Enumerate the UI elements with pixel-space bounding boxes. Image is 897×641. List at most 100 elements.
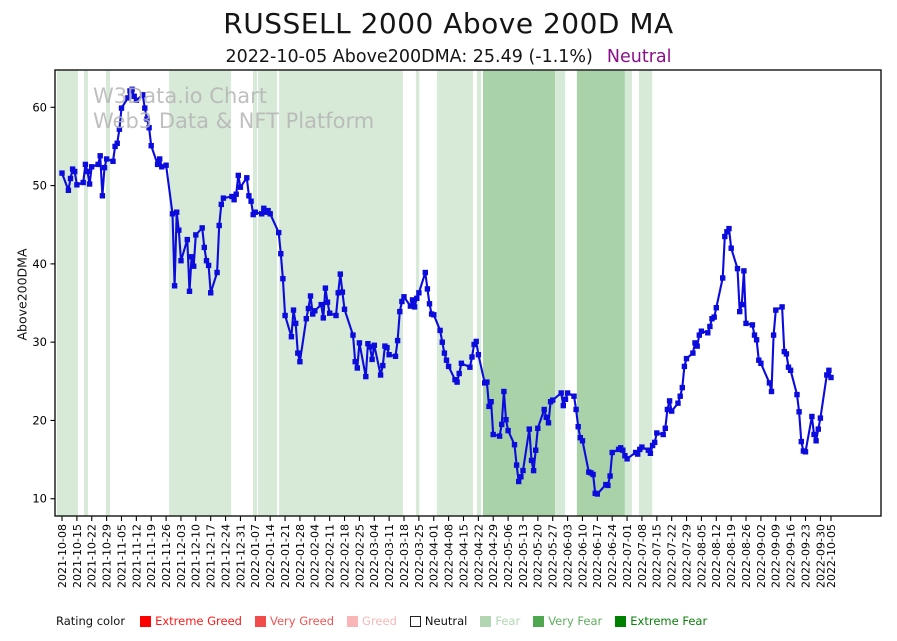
legend-label: Fear <box>495 614 521 628</box>
y-tick-label: 60 <box>32 100 47 114</box>
data-marker <box>244 175 250 181</box>
legend-item-greed: Greed <box>347 614 397 628</box>
x-tick-label: 2022-07-22 <box>666 524 679 588</box>
data-marker <box>252 209 258 215</box>
data-marker <box>817 415 824 421</box>
data-marker <box>809 413 815 420</box>
rating-band <box>253 70 257 516</box>
data-marker <box>669 408 675 414</box>
data-marker <box>112 143 118 150</box>
subtitle-value-text: 2022-10-05 Above200DMA: 25.49 (-1.1%) <box>225 47 593 67</box>
data-marker <box>511 442 518 448</box>
data-marker <box>293 320 299 327</box>
data-marker <box>573 406 579 413</box>
x-tick-label: 2022-07-08 <box>636 524 649 588</box>
data-marker <box>218 201 224 208</box>
data-marker <box>594 491 600 497</box>
data-marker <box>220 195 227 201</box>
data-marker <box>766 380 773 386</box>
data-marker <box>399 298 405 305</box>
data-marker <box>743 320 749 327</box>
data-marker <box>248 198 254 204</box>
data-marker <box>571 393 577 399</box>
data-marker <box>496 433 503 439</box>
data-marker <box>110 158 116 164</box>
data-marker <box>363 373 369 380</box>
x-tick-label: 2022-03-11 <box>383 524 396 588</box>
data-marker <box>753 337 760 343</box>
x-tick-label: 2022-02-04 <box>309 524 322 588</box>
data-marker <box>67 175 74 182</box>
data-marker <box>267 211 273 217</box>
x-tick-label: 2022-03-04 <box>368 524 381 588</box>
data-marker <box>533 447 539 453</box>
data-marker <box>473 338 479 345</box>
data-marker <box>675 400 681 406</box>
data-marker <box>394 337 401 344</box>
data-marker <box>681 363 688 370</box>
x-tick-label: 2022-09-30 <box>814 524 827 588</box>
data-marker <box>265 207 271 214</box>
data-marker <box>171 283 178 289</box>
data-marker <box>125 95 131 101</box>
x-tick-label: 2022-08-19 <box>725 524 738 588</box>
data-marker <box>201 244 207 251</box>
x-tick-label: 2022-09-23 <box>799 524 812 588</box>
data-marker <box>558 390 564 396</box>
x-tick-label: 2022-06-10 <box>576 524 589 588</box>
legend-item-very-greed: Very Greed <box>254 614 334 628</box>
x-tick-label: 2021-12-31 <box>234 524 247 588</box>
x-tick-label: 2021-11-12 <box>130 524 143 588</box>
data-marker <box>339 289 346 295</box>
data-marker <box>59 170 65 176</box>
data-marker <box>484 379 490 385</box>
x-tick-label: 2021-10-29 <box>101 524 114 588</box>
plot-frame <box>54 69 882 517</box>
data-marker <box>705 330 711 336</box>
data-marker <box>815 426 821 432</box>
data-marker <box>354 365 360 371</box>
data-marker <box>749 322 756 328</box>
rating-band <box>624 70 632 516</box>
data-marker <box>163 162 169 168</box>
data-marker <box>575 424 581 430</box>
x-tick-label: 2022-06-03 <box>562 524 575 588</box>
data-marker <box>174 209 180 215</box>
x-tick-label: 2022-01-07 <box>249 524 262 588</box>
data-marker <box>454 379 460 385</box>
data-marker <box>469 354 475 360</box>
data-marker <box>318 301 324 308</box>
data-marker <box>779 304 785 310</box>
x-tick-label: 2022-04-08 <box>443 524 456 588</box>
data-marker <box>369 356 375 363</box>
data-marker <box>259 211 265 217</box>
x-tick-label: 2021-12-10 <box>190 524 203 588</box>
data-marker <box>486 403 492 410</box>
data-marker <box>310 311 316 317</box>
legend-item-very-fear: Very Fear <box>533 614 602 628</box>
data-marker <box>216 222 222 229</box>
data-marker <box>768 388 775 395</box>
data-marker <box>397 308 403 315</box>
y-tick-label: 10 <box>32 492 47 506</box>
x-tick-label: 2021-11-19 <box>145 524 158 588</box>
data-marker <box>233 191 239 197</box>
chart-title: RUSSELL 2000 Above 200D MA <box>223 7 674 40</box>
x-tick-label: 2021-12-24 <box>220 524 233 588</box>
x-tick-label: 2022-09-02 <box>755 524 768 588</box>
data-marker <box>528 457 535 464</box>
rating-band <box>639 70 653 516</box>
y-tick-label: 40 <box>32 257 47 271</box>
x-tick-label: 2022-04-15 <box>457 524 470 588</box>
data-marker <box>722 233 728 240</box>
data-marker <box>756 357 762 363</box>
data-marker <box>443 357 450 363</box>
data-marker <box>191 263 197 269</box>
data-marker <box>431 312 437 318</box>
data-marker <box>229 193 235 200</box>
chart-subtitle: 2022-10-05 Above200DMA: 25.49 (-1.1%) Ne… <box>0 47 897 67</box>
data-marker <box>140 92 146 98</box>
rating-band <box>476 70 482 516</box>
legend-swatch <box>140 615 152 627</box>
